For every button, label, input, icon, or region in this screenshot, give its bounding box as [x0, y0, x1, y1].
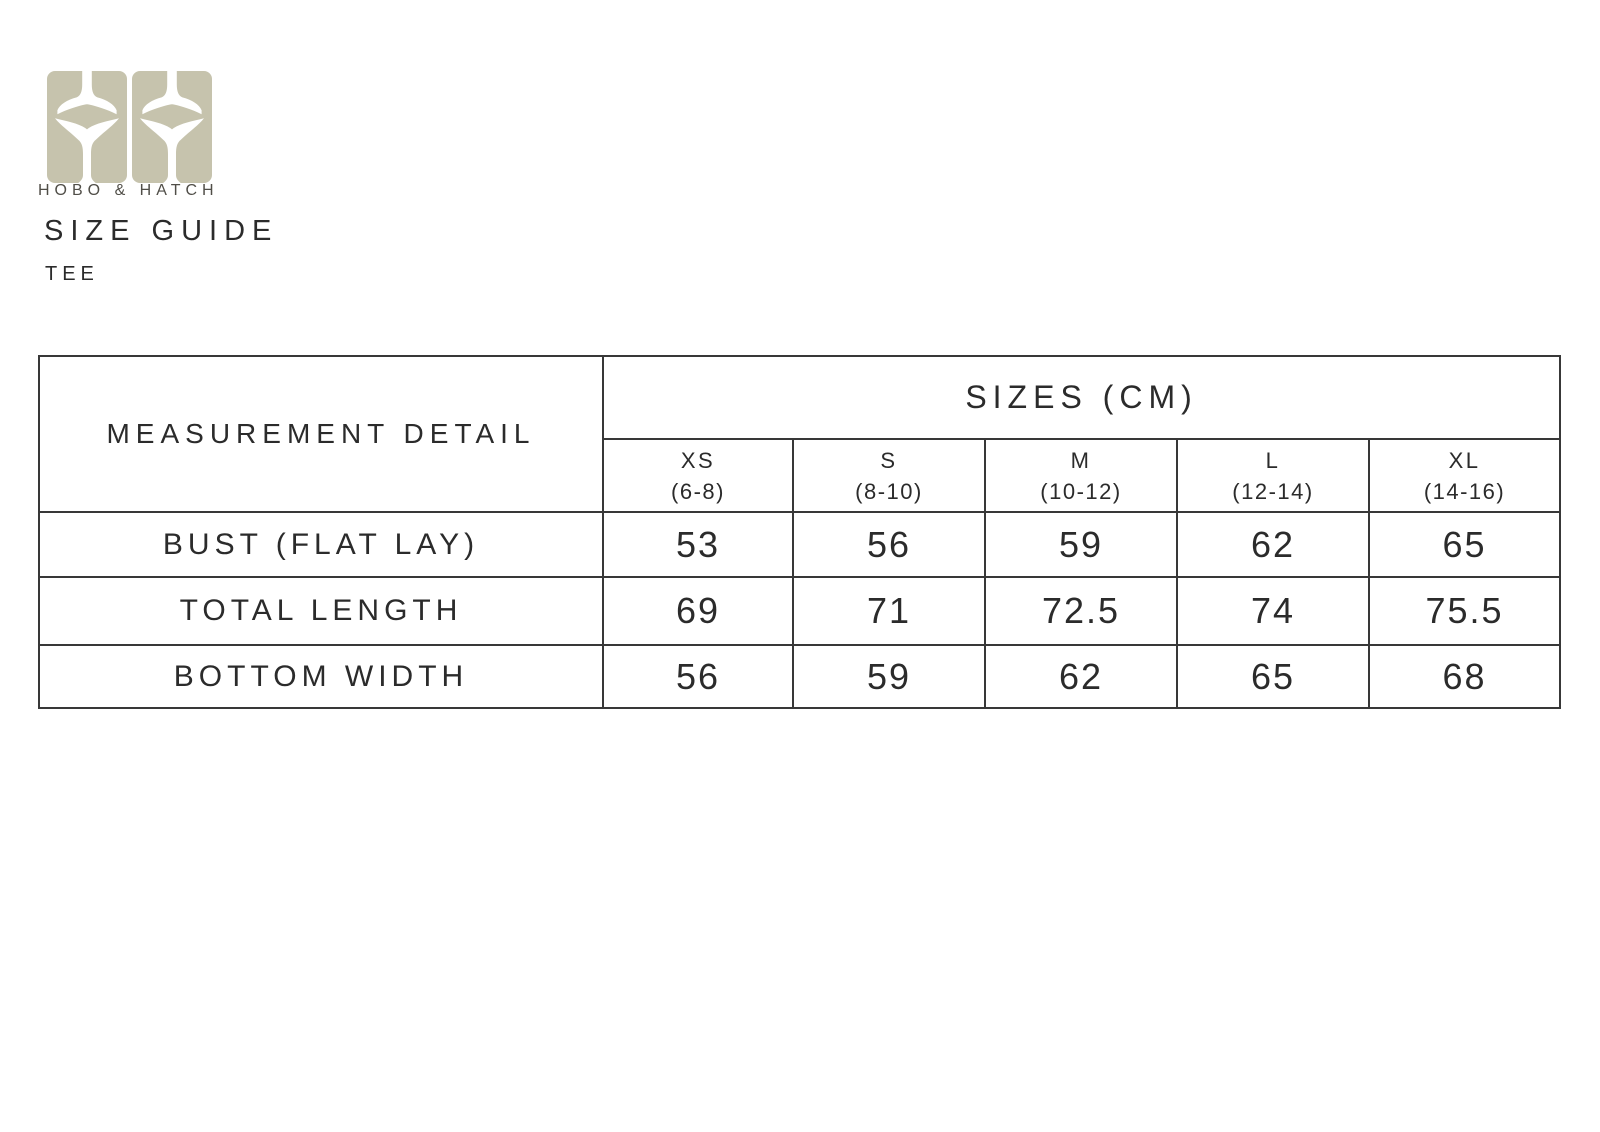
size-column-header-xs: XS (6-8) — [602, 438, 794, 513]
row-label-bust: BUST (FLAT LAY) — [38, 511, 604, 578]
size-label: S — [880, 447, 898, 473]
size-column-header-xl: XL (14-16) — [1367, 438, 1562, 513]
row-label-bottom-width: BOTTOM WIDTH — [38, 644, 604, 709]
cell-value: 65 — [1176, 644, 1370, 709]
logo-h-cutout-glass — [140, 118, 204, 183]
brand-name: HOBO & HATCH — [38, 182, 219, 199]
logo-h-icon — [132, 70, 212, 183]
logo-h-base — [47, 71, 127, 183]
cell-value: 65 — [1367, 511, 1562, 578]
size-label: XL — [1448, 447, 1481, 473]
cell-value: 75.5 — [1367, 576, 1562, 646]
cell-value: 69 — [602, 576, 794, 646]
size-range: (6-8) — [671, 478, 725, 504]
cell-value: 53 — [602, 511, 794, 578]
size-range: (12-14) — [1232, 478, 1314, 504]
size-label: M — [1070, 447, 1092, 473]
cell-value: 68 — [1367, 644, 1562, 709]
size-column-header-s: S (8-10) — [792, 438, 986, 513]
brand-logo — [47, 70, 212, 184]
page-subtitle: TEE — [45, 263, 99, 285]
cell-value: 71 — [792, 576, 986, 646]
size-table: MEASUREMENT DETAIL SIZES (CM) XS (6-8) S… — [38, 355, 1562, 709]
size-column-header-l: L (12-14) — [1176, 438, 1370, 513]
size-label: XS — [680, 447, 716, 473]
size-range: (10-12) — [1040, 478, 1122, 504]
cell-value: 62 — [1176, 511, 1370, 578]
size-range: (14-16) — [1423, 478, 1506, 504]
table-row-bust: BUST (FLAT LAY) 53 56 59 62 65 — [38, 511, 1562, 578]
logo-h-base — [132, 71, 212, 183]
row-label-total-length: TOTAL LENGTH — [38, 576, 604, 646]
cell-value: 74 — [1176, 576, 1370, 646]
logo-h-cutout-glass — [55, 118, 119, 183]
cell-value: 72.5 — [984, 576, 1178, 646]
cell-value: 62 — [984, 644, 1178, 709]
cell-value: 56 — [792, 511, 986, 578]
logo-h-icon — [47, 70, 127, 183]
page-title: SIZE GUIDE — [44, 215, 279, 247]
size-column-header-m: M (10-12) — [984, 438, 1178, 513]
size-label: L — [1265, 447, 1281, 473]
sizes-cm-header: SIZES (CM) — [601, 355, 1562, 440]
table-row-total-length: TOTAL LENGTH 69 71 72.5 74 75.5 — [38, 576, 1562, 646]
table-row-bottom-width: BOTTOM WIDTH 56 59 62 65 68 — [38, 644, 1562, 709]
measurement-detail-header: MEASUREMENT DETAIL — [38, 355, 604, 513]
cell-value: 59 — [792, 644, 986, 709]
cell-value: 59 — [984, 511, 1178, 578]
logo-h-cutout-top — [57, 70, 117, 115]
cell-value: 56 — [602, 644, 794, 709]
logo-h-cutout-top — [142, 70, 202, 115]
size-range: (8-10) — [855, 478, 923, 504]
